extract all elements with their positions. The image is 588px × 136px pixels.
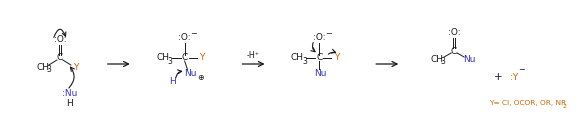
Text: Nu: Nu: [185, 69, 197, 78]
Text: C: C: [182, 53, 188, 63]
Text: CH: CH: [156, 53, 169, 63]
Text: C: C: [316, 53, 322, 63]
Text: Y: Y: [73, 63, 79, 72]
Text: C: C: [451, 47, 457, 55]
Text: 3: 3: [440, 58, 446, 67]
Text: CH: CH: [291, 53, 304, 63]
Text: :Y: :Y: [510, 72, 518, 81]
Text: Nu: Nu: [314, 69, 326, 78]
Text: H: H: [169, 78, 176, 86]
Text: :O:: :O:: [448, 28, 460, 37]
Text: Y: Y: [199, 53, 204, 63]
Text: +: +: [494, 72, 502, 82]
Text: Y= Cl, OCOR, OR, NR: Y= Cl, OCOR, OR, NR: [489, 100, 566, 106]
Text: :O:: :O:: [178, 33, 191, 42]
Text: H: H: [66, 100, 74, 109]
Text: −: −: [191, 30, 197, 38]
Text: 3: 3: [46, 66, 51, 75]
Text: C: C: [57, 53, 63, 63]
Text: −: −: [519, 66, 525, 75]
Text: CH: CH: [430, 55, 443, 64]
Text: Nu: Nu: [463, 55, 475, 64]
Text: 3: 3: [302, 56, 307, 66]
Text: :O:: :O:: [54, 35, 66, 44]
Text: 2: 2: [563, 103, 567, 109]
Text: 3: 3: [167, 56, 172, 66]
Text: ⊕: ⊕: [197, 72, 204, 81]
Text: CH: CH: [36, 63, 49, 72]
Text: :O:: :O:: [313, 33, 326, 42]
Text: −: −: [325, 30, 332, 38]
Text: Y: Y: [333, 53, 339, 63]
Text: :Nu: :Nu: [62, 89, 78, 98]
Text: -H⁺: -H⁺: [247, 52, 260, 61]
